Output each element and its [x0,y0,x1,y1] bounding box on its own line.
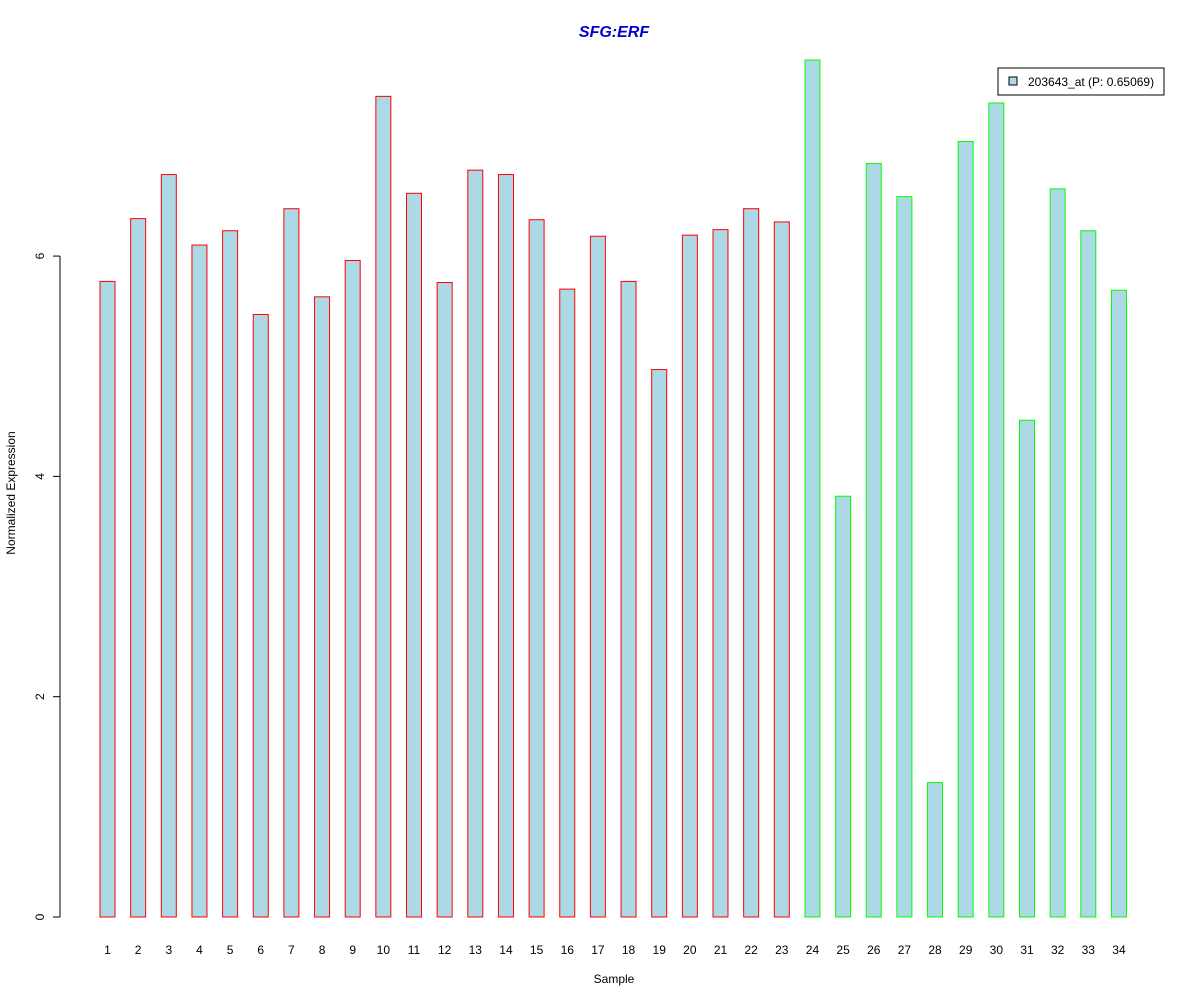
x-tick-label: 6 [257,943,264,957]
x-tick-label: 26 [867,943,881,957]
x-tick-label: 12 [438,943,452,957]
x-tick-label: 22 [744,943,758,957]
x-tick-label: 11 [408,943,421,957]
bar [865,163,882,918]
x-tick-label: 19 [653,943,667,957]
bars [99,59,1127,918]
legend: 203643_at (P: 0.65069) [997,67,1165,96]
x-tick-label: 5 [227,943,234,957]
bar [436,282,453,918]
x-tick-label: 4 [196,943,203,957]
bar [1019,419,1035,918]
x-tick-label: 9 [349,943,356,957]
x-tick-label: 32 [1051,943,1065,957]
x-tick-label: 15 [530,943,544,957]
bar [283,208,300,918]
bar [406,192,422,918]
x-tick-label: 10 [377,943,391,957]
bar [497,174,514,918]
x-axis-label: Sample [594,972,635,986]
y-tick-label: 4 [33,473,47,480]
x-tick-label: 14 [499,943,513,957]
bar [344,259,361,918]
bar [528,219,545,918]
legend-box [997,67,1165,96]
x-tick-label: 29 [959,943,973,957]
x-tick-label: 3 [165,943,172,957]
y-tick-label: 6 [33,252,47,259]
x-tick-label: 30 [990,943,1004,957]
bar [559,288,576,918]
y-tick-label: 2 [33,693,47,700]
bar [1049,188,1066,918]
bar [99,280,116,918]
bar [927,782,944,918]
x-tick-label: 27 [898,943,912,957]
legend-swatch [1008,76,1018,86]
bar [1080,230,1097,918]
x-tick-label: 24 [806,943,820,957]
y-tick-label: 0 [33,913,47,920]
x-tick-label: 23 [775,943,789,957]
x-tick-label: 28 [928,943,942,957]
x-tick-label: 25 [836,943,850,957]
y-axis-label: Normalized Expression [4,431,18,554]
x-tick-label: 18 [622,943,636,957]
bar [988,102,1005,918]
x-tick-label: 16 [561,943,575,957]
bar [375,95,392,918]
x-tick-label: 2 [135,943,142,957]
x-tick-label: 31 [1020,943,1034,957]
bar [743,208,760,918]
bar [1110,289,1127,918]
y-axis: 0 2 4 6 [33,252,61,920]
x-tick-label: 17 [591,943,605,957]
x-tick-label: 1 [104,943,111,957]
bar [160,174,177,918]
x-tick-label: 7 [288,943,295,957]
bar [191,244,208,918]
bar [222,230,239,918]
x-tick-label: 13 [469,943,483,957]
x-tick-labels: 1 2 3 4 5 6 7 8 9 10 11 12 13 14 15 16 17 18 19 20 21 22 23 24 2… [104,943,1126,957]
x-tick-label: 34 [1112,943,1126,957]
x-tick-label: 8 [319,943,326,957]
bar [804,59,821,918]
x-tick-label: 33 [1082,943,1096,957]
bar [651,369,668,918]
bar [620,280,637,918]
bar [467,169,484,918]
bar [252,313,269,918]
bar [589,235,606,918]
chart-title: SFG:ERF [579,24,650,41]
bar [773,221,790,918]
bar [314,296,331,918]
bar [957,141,974,918]
bar [712,229,729,918]
bar [896,196,913,918]
bar [130,218,147,918]
legend-label: 203643_at (P: 0.65069) [1028,75,1154,89]
x-tick-label: 20 [683,943,697,957]
bar [681,234,698,918]
x-tick-label: 21 [714,943,728,957]
bar [835,495,852,918]
